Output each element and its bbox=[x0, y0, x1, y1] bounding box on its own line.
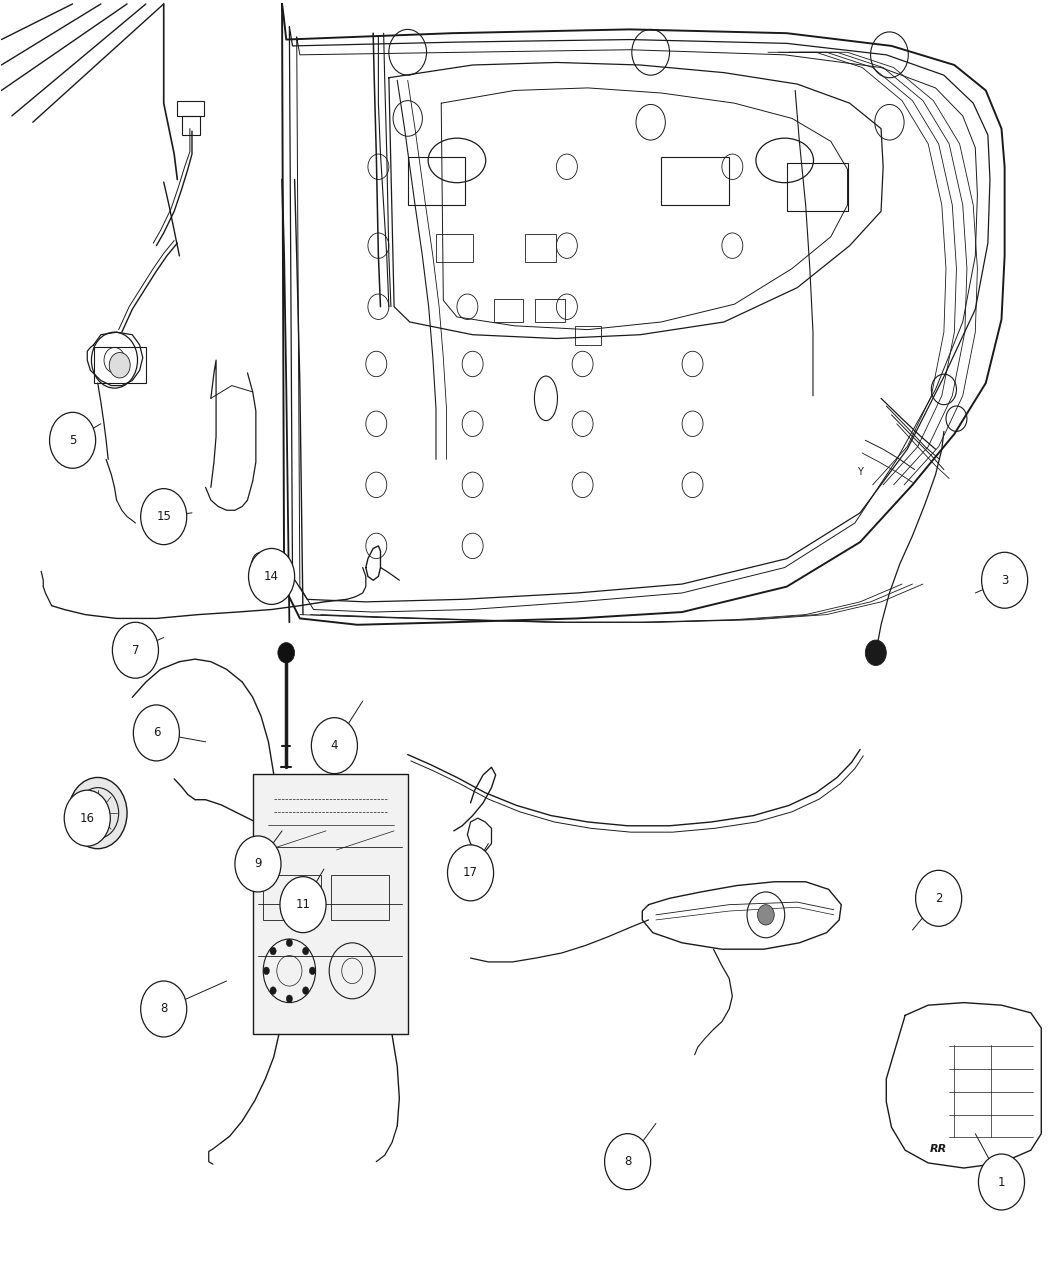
Circle shape bbox=[68, 778, 127, 849]
Bar bbox=[494, 300, 523, 323]
Text: 7: 7 bbox=[131, 644, 140, 657]
Bar bbox=[407, 157, 465, 205]
Text: 8: 8 bbox=[624, 1155, 631, 1168]
Bar bbox=[182, 116, 201, 135]
Circle shape bbox=[49, 412, 96, 468]
Text: 2: 2 bbox=[934, 891, 943, 905]
Circle shape bbox=[64, 790, 110, 847]
Text: 16: 16 bbox=[80, 812, 94, 825]
Circle shape bbox=[287, 938, 293, 946]
Text: 14: 14 bbox=[264, 570, 279, 583]
Circle shape bbox=[109, 352, 130, 377]
Circle shape bbox=[605, 1133, 651, 1190]
Circle shape bbox=[302, 987, 309, 994]
Circle shape bbox=[278, 643, 295, 663]
Circle shape bbox=[141, 488, 187, 544]
Bar bbox=[662, 157, 729, 205]
Text: RR: RR bbox=[930, 1144, 947, 1154]
Bar bbox=[93, 347, 146, 382]
Circle shape bbox=[757, 905, 774, 926]
Circle shape bbox=[312, 718, 357, 774]
Circle shape bbox=[264, 966, 270, 974]
Circle shape bbox=[270, 987, 276, 994]
Text: 9: 9 bbox=[254, 858, 261, 871]
Text: 6: 6 bbox=[152, 727, 161, 739]
Bar bbox=[253, 774, 407, 1034]
Circle shape bbox=[270, 947, 276, 955]
Circle shape bbox=[133, 705, 180, 761]
Bar bbox=[575, 326, 602, 346]
Circle shape bbox=[141, 980, 187, 1037]
Text: 8: 8 bbox=[160, 1002, 167, 1015]
Circle shape bbox=[310, 966, 316, 974]
Circle shape bbox=[447, 845, 494, 901]
Bar bbox=[264, 876, 321, 921]
Text: 17: 17 bbox=[463, 866, 478, 880]
Circle shape bbox=[916, 871, 962, 927]
Circle shape bbox=[252, 552, 271, 575]
Bar bbox=[177, 101, 204, 116]
Text: Y: Y bbox=[857, 467, 863, 477]
Text: 5: 5 bbox=[69, 434, 77, 446]
Circle shape bbox=[302, 947, 309, 955]
Circle shape bbox=[235, 836, 281, 892]
Circle shape bbox=[249, 548, 295, 604]
Circle shape bbox=[287, 994, 293, 1002]
Text: 15: 15 bbox=[156, 510, 171, 523]
Bar bbox=[786, 163, 847, 212]
Circle shape bbox=[982, 552, 1028, 608]
Text: 1: 1 bbox=[998, 1176, 1005, 1188]
Circle shape bbox=[865, 640, 886, 666]
Text: 11: 11 bbox=[295, 898, 311, 912]
Text: 4: 4 bbox=[331, 740, 338, 752]
Circle shape bbox=[979, 1154, 1025, 1210]
Circle shape bbox=[112, 622, 159, 678]
Bar bbox=[436, 235, 473, 263]
Circle shape bbox=[280, 877, 327, 932]
Bar bbox=[525, 235, 556, 263]
Bar bbox=[536, 300, 565, 323]
Bar bbox=[331, 876, 388, 921]
Text: 3: 3 bbox=[1001, 574, 1008, 586]
